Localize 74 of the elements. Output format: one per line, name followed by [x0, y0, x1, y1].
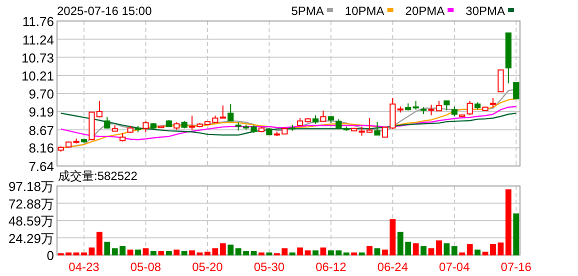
y-tick-label: 7.64	[28, 159, 54, 174]
y-tick-label: 48.59万	[8, 214, 54, 228]
bar	[351, 252, 358, 256]
bar	[312, 250, 318, 256]
bar	[366, 246, 372, 256]
bar	[104, 242, 110, 256]
bar	[266, 252, 272, 256]
line-series	[60, 112, 517, 136]
y-tick-label: 9.19	[28, 104, 54, 120]
bar	[174, 250, 180, 256]
bar	[96, 232, 102, 256]
bar	[81, 252, 87, 256]
x-tick-label: 07-16	[500, 260, 532, 274]
bar	[482, 252, 488, 256]
bar	[73, 252, 80, 256]
chart-title: 成交量:582522	[58, 169, 138, 183]
chart-title: 2025-07-16 15:00	[57, 4, 152, 18]
bar	[374, 248, 380, 256]
bar	[474, 250, 481, 256]
bar	[412, 243, 419, 256]
bar	[436, 240, 442, 256]
bar	[142, 248, 149, 256]
bar	[150, 251, 156, 256]
bar	[135, 250, 141, 256]
bar	[420, 246, 426, 256]
y-tick-label: 11.76	[22, 14, 54, 29]
bar	[451, 246, 458, 256]
line-series	[60, 106, 517, 140]
legend-label: 30PMA	[466, 4, 505, 18]
y-tick-label: 10.73	[21, 50, 54, 66]
legend-label: 20PMA	[405, 4, 445, 18]
bar	[196, 252, 203, 256]
bar	[444, 243, 450, 256]
bar	[250, 251, 257, 256]
bar	[166, 251, 172, 256]
bar	[320, 248, 326, 256]
bar	[505, 189, 512, 256]
x-tick-label: 06-24	[377, 260, 408, 274]
bar	[490, 244, 496, 256]
bar	[289, 252, 296, 256]
y-tick-label: 72.88万	[8, 196, 54, 212]
bar	[498, 242, 504, 256]
x-tick-label: 07-04	[439, 260, 470, 274]
bar	[513, 213, 520, 256]
x-tick-label: 04-23	[68, 260, 100, 274]
y-tick-label: 0	[46, 248, 54, 263]
bar	[459, 252, 466, 256]
bar	[189, 250, 195, 256]
y-tick-label: 9.70	[28, 86, 54, 102]
y-tick-label: 97.18万	[8, 179, 54, 194]
y-tick-label: 24.29万	[8, 230, 54, 246]
y-tick-label: 11.24	[22, 32, 54, 48]
bar	[297, 248, 304, 256]
bar	[181, 251, 188, 256]
x-tick-label: 05-08	[130, 260, 162, 274]
bar	[343, 252, 350, 256]
bar	[88, 248, 95, 256]
bar	[304, 250, 311, 256]
bar	[258, 252, 264, 256]
bar	[220, 243, 226, 256]
bar	[158, 251, 164, 256]
y-tick-label: 8.16	[28, 140, 54, 156]
legend-label: 5PMA	[291, 4, 324, 18]
bar	[127, 250, 134, 256]
bar	[466, 244, 473, 256]
bar	[428, 248, 434, 256]
bar	[358, 252, 365, 256]
legend-label: 10PMA	[344, 4, 384, 18]
x-tick-label: 05-30	[254, 260, 285, 274]
bar	[228, 244, 234, 256]
x-tick-label: 06-12	[316, 260, 347, 274]
y-tick-label: 10.21	[21, 68, 54, 84]
y-tick-label: 8.67	[28, 122, 54, 138]
x-tick-label: 05-20	[192, 260, 224, 274]
